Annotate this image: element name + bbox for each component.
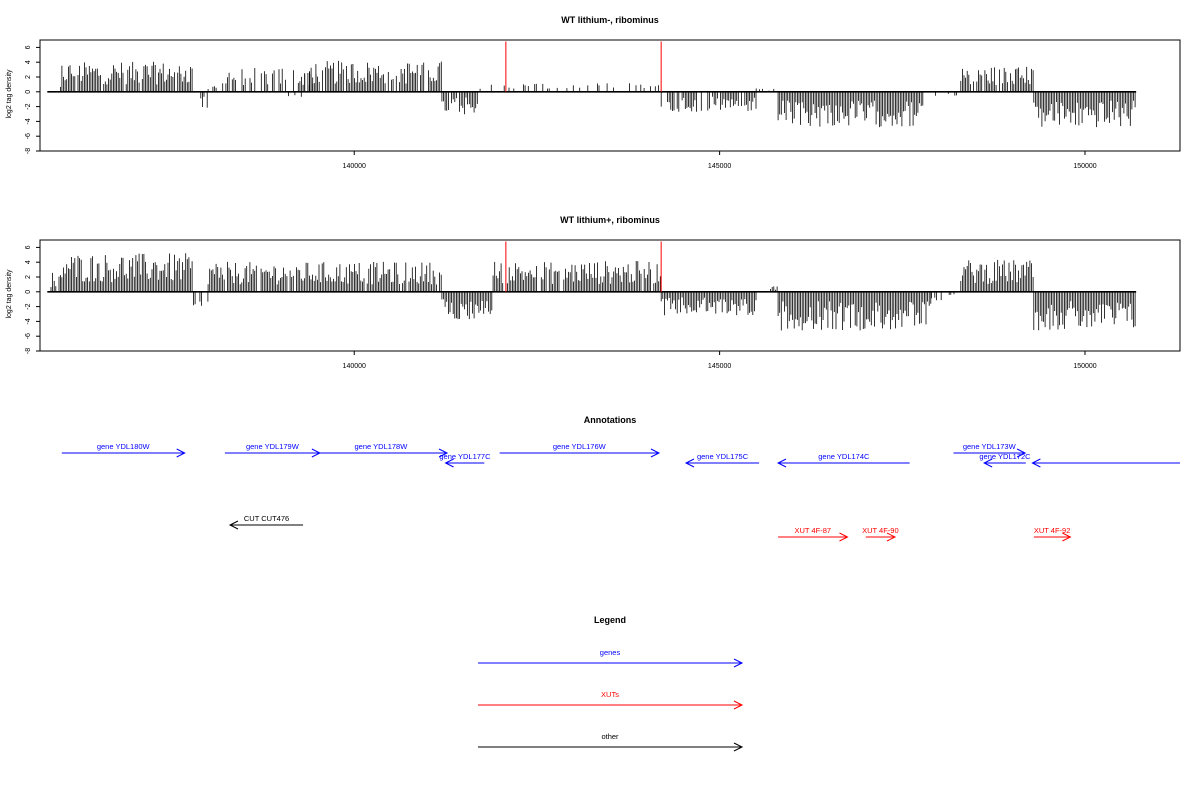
annotation-feature: gene YDL179W bbox=[224, 442, 322, 458]
x-tick-label: 150000 bbox=[1073, 163, 1096, 170]
y-tick-label: -8 bbox=[25, 348, 32, 354]
y-tick-label: 0 bbox=[25, 90, 32, 94]
y-tick-label: 0 bbox=[25, 290, 32, 294]
legend: Legend genes XUTs other bbox=[478, 615, 744, 752]
feature-arrow-head bbox=[650, 448, 661, 458]
annotation-label: XUT 4F-90 bbox=[862, 526, 899, 535]
annotation-feature: gene YDL180W bbox=[61, 442, 186, 458]
y-axis-label: log2 tag density bbox=[6, 269, 13, 319]
y-axis: -8 -6 -4 -2 0 2 4 6 bbox=[25, 245, 40, 354]
annotation-label: XUT 4F-92 bbox=[1034, 526, 1071, 535]
legend-label: XUTs bbox=[601, 690, 619, 699]
feature-arrow-head bbox=[438, 448, 449, 458]
x-tick-label: 145000 bbox=[708, 163, 731, 170]
legend-label: genes bbox=[600, 648, 621, 657]
annotation-label: gene YDL175C bbox=[697, 452, 749, 461]
annotation-label: gene YDL176W bbox=[553, 442, 607, 451]
x-tick-label: 145000 bbox=[708, 363, 731, 370]
annotation-feature: gene YDL175C bbox=[684, 452, 760, 468]
x-tick-label: 150000 bbox=[1073, 363, 1096, 370]
y-tick-label: -4 bbox=[25, 118, 32, 124]
annotation-feature: gene YDL174C bbox=[776, 452, 910, 468]
y-tick-label: 4 bbox=[25, 60, 32, 64]
y-axis: -8 -6 -4 -2 0 2 4 6 bbox=[25, 45, 40, 154]
legend-item-xut: XUTs bbox=[478, 690, 744, 710]
annotation-label: gene YDL178W bbox=[354, 442, 408, 451]
y-tick-label: 4 bbox=[25, 260, 32, 264]
y-axis-label: log2 tag density bbox=[6, 69, 13, 119]
x-tick-label: 140000 bbox=[343, 363, 366, 370]
y-tick-label: -6 bbox=[25, 333, 32, 339]
annotation-label: gene YDL180W bbox=[97, 442, 151, 451]
annotations-title: Annotations bbox=[584, 415, 637, 425]
feature-arrow-head bbox=[1016, 448, 1027, 458]
feature-arrow-head bbox=[886, 532, 897, 542]
plot-frame bbox=[39, 39, 1181, 152]
y-tick-label: -2 bbox=[25, 103, 32, 109]
panel-title: WT lithium-, ribominus bbox=[561, 15, 659, 25]
y-tick-label: 2 bbox=[25, 275, 32, 279]
y-tick-label: -8 bbox=[25, 148, 32, 154]
y-tick-label: -6 bbox=[25, 133, 32, 139]
legend-items: genes XUTs other bbox=[478, 648, 744, 752]
feature-arrow-head bbox=[176, 448, 186, 458]
annotation-label: gene YDL177C bbox=[439, 452, 491, 461]
annotation-feature: XUT 4F-87 bbox=[778, 526, 849, 542]
y-tick-label: -4 bbox=[25, 318, 32, 324]
annotation-feature: XUT 4F-92 bbox=[1034, 526, 1072, 542]
x-tick-label: 140000 bbox=[343, 163, 366, 170]
y-tick-label: 2 bbox=[25, 75, 32, 79]
annotation-label: gene YDL173W bbox=[963, 442, 1017, 451]
annotation-features: gene YDL180W gene YDL179W gene YDL178W gene… bbox=[61, 442, 1180, 542]
legend-item-other: other bbox=[478, 732, 744, 752]
annotation-feature: gene YDL178W bbox=[314, 442, 449, 458]
annotation-label: XUT 4F-87 bbox=[795, 526, 832, 535]
legend-item-gene: genes bbox=[478, 648, 744, 668]
annotation-feature: gene YDL177C bbox=[439, 452, 491, 468]
annotation-feature: gene YDL172C bbox=[979, 452, 1031, 468]
legend-label: other bbox=[601, 732, 619, 741]
density-panel-lithium-minus: WT lithium-, ribominus log2 tag density … bbox=[6, 15, 1181, 170]
density-bars bbox=[47, 41, 1137, 128]
feature-arrow-head bbox=[684, 458, 695, 468]
annotation-label: gene YDL172C bbox=[979, 452, 1031, 461]
legend-title: Legend bbox=[594, 615, 626, 625]
annotation-feature: CUT CUT476 bbox=[228, 514, 304, 530]
annotation-track: Annotations gene YDL180W gene YDL179W gene… bbox=[61, 415, 1180, 542]
y-tick-label: 6 bbox=[25, 245, 32, 249]
feature-arrow-head bbox=[839, 532, 849, 542]
x-axis: 140000 145000 150000 bbox=[343, 351, 1097, 370]
annotation-feature: XUT 4F-90 bbox=[862, 526, 899, 542]
feature-arrow-head bbox=[444, 458, 454, 468]
panel-title: WT lithium+, ribominus bbox=[560, 215, 660, 225]
feature-arrow-head bbox=[733, 700, 744, 710]
feature-arrow-head bbox=[733, 658, 744, 668]
annotation-label: gene YDL174C bbox=[818, 452, 870, 461]
feature-arrow-head bbox=[983, 458, 993, 468]
density-bars bbox=[47, 241, 1137, 331]
feature-arrow-head bbox=[733, 742, 744, 752]
density-panel-lithium-plus: WT lithium+, ribominus log2 tag density … bbox=[6, 215, 1181, 370]
x-axis: 140000 145000 150000 bbox=[343, 151, 1097, 170]
annotation-label: CUT CUT476 bbox=[244, 514, 289, 523]
feature-arrow-head bbox=[228, 520, 239, 530]
annotation-label: gene YDL179W bbox=[246, 442, 300, 451]
y-tick-label: 6 bbox=[25, 45, 32, 49]
feature-arrow-head bbox=[776, 458, 787, 468]
plot-frame bbox=[39, 239, 1181, 352]
feature-arrow-head bbox=[1031, 458, 1041, 468]
feature-arrow-head bbox=[1062, 532, 1072, 542]
annotation-feature: gene YDL173W bbox=[953, 442, 1027, 458]
annotation-feature bbox=[1031, 458, 1180, 468]
y-tick-label: -2 bbox=[25, 303, 32, 309]
annotation-feature: gene YDL176W bbox=[499, 442, 661, 458]
